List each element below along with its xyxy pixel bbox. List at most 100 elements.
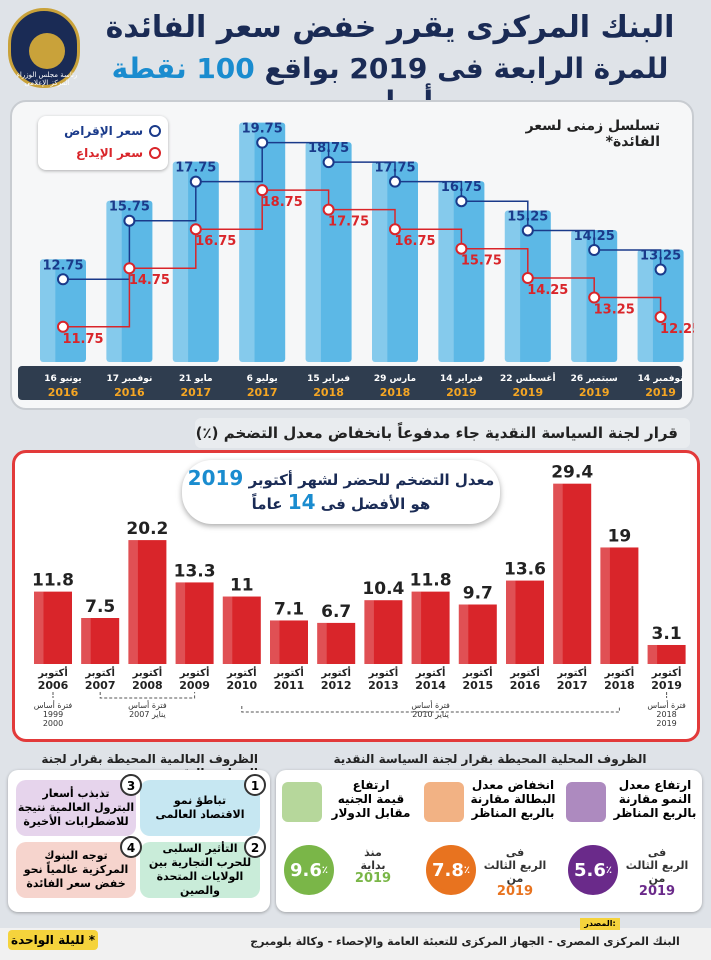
stat-year: 2019 bbox=[638, 884, 676, 899]
stat-value-ring: 7.8 ٪ bbox=[426, 845, 476, 895]
global-card: توجه البنوك المركزية عالمياً نحو خفض سعر… bbox=[16, 842, 136, 898]
base-period-label: يناير 2010 bbox=[412, 710, 449, 719]
inflation-bar bbox=[81, 618, 120, 664]
inflation-bar bbox=[222, 596, 261, 664]
deposit-value-label: 16.75 bbox=[394, 234, 435, 249]
stat-period-text: بداية bbox=[360, 859, 386, 872]
year-label: 2019 bbox=[446, 386, 477, 399]
inflation-bar bbox=[506, 580, 544, 664]
year-label: 2007 bbox=[85, 679, 116, 692]
deposit-marker-icon bbox=[149, 147, 161, 159]
base-period-label: فترة أساس bbox=[647, 700, 686, 710]
deposit-value-label: 12.25 bbox=[660, 322, 694, 337]
lending-value-label: 19.75 bbox=[242, 122, 283, 137]
year-label: 2017 bbox=[247, 386, 278, 399]
month-label: أكتوبر bbox=[226, 666, 257, 679]
inflation-bar bbox=[175, 582, 214, 664]
base-period-label: فترة أساس bbox=[34, 700, 73, 710]
deposit-point bbox=[57, 320, 69, 333]
month-label: أكتوبر bbox=[132, 666, 163, 679]
callout-l2-post: عاماً bbox=[251, 495, 283, 513]
title-pre: للمرة الرابعة فى 2019 بواقع bbox=[264, 52, 669, 85]
lending-point bbox=[256, 136, 269, 149]
year-label: 2010 bbox=[226, 679, 257, 692]
lending-point bbox=[123, 214, 136, 227]
lending-value-label: 15.75 bbox=[109, 200, 150, 215]
base-period-label: 2000 bbox=[43, 719, 63, 728]
rate-bar bbox=[239, 122, 286, 362]
year-label: 2016 bbox=[114, 386, 145, 399]
team-icon bbox=[424, 782, 464, 822]
month-label: أكتوبر bbox=[84, 666, 115, 679]
year-label: 2018 bbox=[604, 679, 635, 692]
callout-year: 2019 bbox=[187, 466, 244, 490]
year-label: 2019 bbox=[512, 386, 543, 399]
month-label: أكتوبر bbox=[368, 666, 399, 679]
inflation-header: قرار لجنة السياسة النقدية جاء مدفوعاً با… bbox=[195, 418, 690, 448]
stat-value-ring: 9.6 ٪ bbox=[284, 845, 334, 895]
global-card-text: تذبذب أسعار البترول العالمية نتيجة للاضط… bbox=[17, 787, 135, 828]
legend-lending: سعر الإقراض bbox=[46, 124, 161, 138]
deposit-value-label: 14.75 bbox=[129, 273, 170, 288]
year-label: 2018 bbox=[380, 386, 411, 399]
date-label: 22 أغسطس bbox=[500, 372, 556, 384]
global-card: تذبذب أسعار البترول العالمية نتيجة للاضط… bbox=[16, 780, 136, 836]
deposit-value-label: 11.75 bbox=[62, 332, 103, 347]
deposit-value-label: 14.25 bbox=[527, 283, 568, 298]
bar-highlight bbox=[175, 582, 186, 664]
inflation-value-label: 7.5 bbox=[85, 597, 115, 617]
bar-highlight bbox=[438, 181, 454, 362]
year-label: 2019 bbox=[645, 386, 676, 399]
stat-value: 9.6 bbox=[290, 859, 322, 881]
bar-highlight bbox=[34, 591, 44, 664]
base-period-label: فترة أساس bbox=[411, 700, 450, 710]
inflation-value-label: 9.7 bbox=[463, 584, 493, 604]
interest-rate-chart: 16 يونيو 2016 17 نوفمبر 2016 21 مايو 2017 6 يو… bbox=[18, 122, 694, 400]
bar-highlight bbox=[571, 230, 587, 362]
inflation-bar bbox=[411, 591, 450, 664]
bar-highlight bbox=[372, 161, 388, 362]
lending-value-label: 18.75 bbox=[308, 141, 349, 156]
stat-period-text: فى bbox=[647, 846, 667, 859]
bar-highlight bbox=[411, 591, 422, 664]
year-label: 2013 bbox=[368, 679, 399, 692]
rate-bar bbox=[438, 181, 485, 362]
stat-value: 7.8 bbox=[432, 859, 464, 881]
year-label: 2016 bbox=[48, 386, 79, 399]
year-label: 2012 bbox=[321, 679, 352, 692]
bar-highlight bbox=[270, 620, 280, 664]
bar-highlight bbox=[364, 600, 374, 664]
lending-value-label: 17.75 bbox=[374, 161, 415, 176]
deposit-point bbox=[521, 272, 534, 284]
base-period-label: 1999 bbox=[43, 710, 63, 719]
year-label: 2019 bbox=[651, 679, 682, 692]
bar-highlight bbox=[637, 249, 653, 362]
lending-point bbox=[322, 156, 335, 169]
month-label: أكتوبر bbox=[273, 666, 304, 679]
inflation-bar bbox=[364, 600, 403, 664]
callout-line1: معدل التضخم للحضر لشهر أكتوبر 2019 bbox=[182, 466, 500, 490]
date-label: 29 مارس bbox=[374, 374, 416, 384]
source-tag: المصدر: bbox=[580, 918, 620, 930]
footer-source: البنك المركزى المصرى - الجهاز المركزى لل… bbox=[250, 935, 680, 948]
global-card-text: التأثير السلبى للحرب التجارية بين الولاي… bbox=[148, 842, 252, 897]
bar-highlight bbox=[81, 618, 91, 664]
page-title-line1: البنك المركزى يقرر خفض سعر الفائدة bbox=[105, 10, 675, 45]
global-card: تباطؤ نمو الاقتصاد العالمى bbox=[140, 780, 260, 836]
card-number-badge: 3 bbox=[120, 774, 142, 796]
inflation-bar bbox=[553, 483, 592, 664]
year-label: 2014 bbox=[415, 679, 446, 692]
callout-l2-pre: هو الأفضل فى bbox=[320, 495, 431, 513]
card-number-badge: 2 bbox=[244, 836, 266, 858]
bar-highlight bbox=[506, 580, 516, 664]
stat-period: فى الربع الثالث من 2019 bbox=[478, 846, 552, 898]
stat-year: 2019 bbox=[354, 871, 392, 886]
lending-point bbox=[389, 175, 401, 188]
deposit-point bbox=[256, 184, 269, 197]
bar-highlight bbox=[128, 540, 138, 664]
stat-period-text: الربع الثالث bbox=[483, 859, 547, 872]
stat-period-text: منذ bbox=[364, 846, 382, 859]
lending-value-label: 13.25 bbox=[640, 249, 681, 264]
legend-lending-label: سعر الإقراض bbox=[64, 124, 143, 138]
month-label: أكتوبر bbox=[462, 666, 493, 679]
